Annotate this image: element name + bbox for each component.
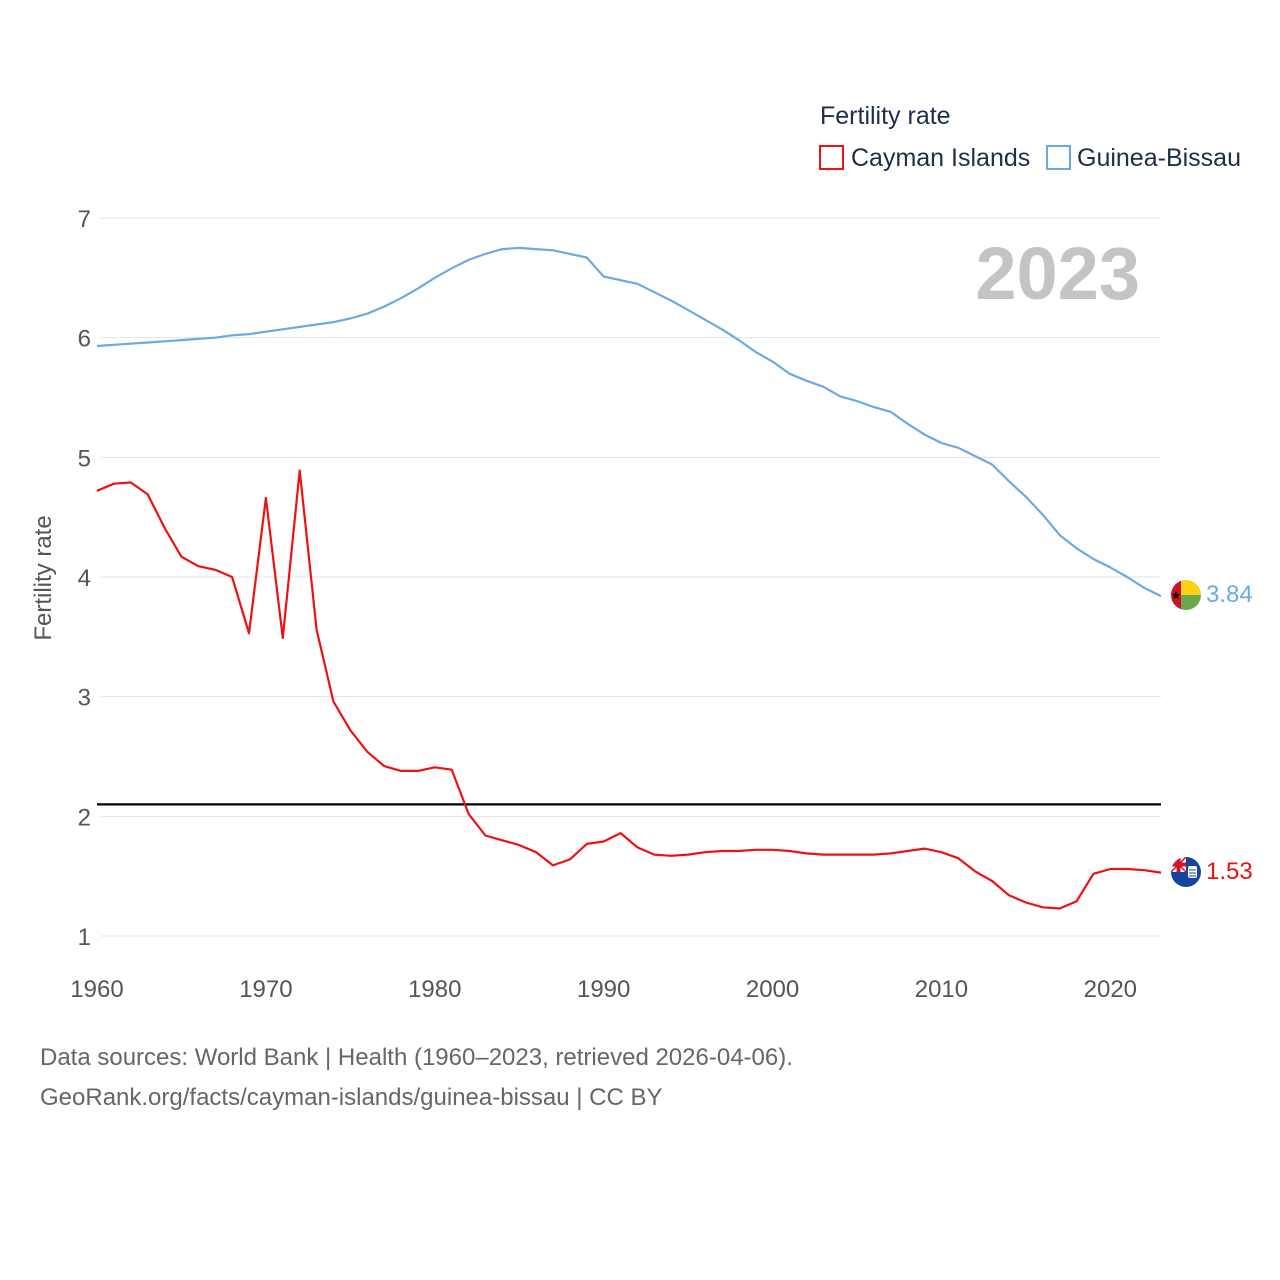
end-label-cayman-islands: 1.53 bbox=[1206, 858, 1253, 885]
x-tick-label-1960: 1960 bbox=[70, 976, 123, 1003]
footer-link[interactable]: GeoRank.org/facts/cayman-islands/guinea-… bbox=[40, 1084, 663, 1111]
y-tick-label-6: 6 bbox=[78, 326, 91, 353]
footer-source: Data sources: World Bank | Health (1960–… bbox=[40, 1044, 793, 1071]
legend-swatch-guinea-bissau[interactable] bbox=[1046, 145, 1071, 170]
legend-title: Fertility rate bbox=[820, 102, 951, 130]
cayman-islands-flag-icon bbox=[1171, 857, 1201, 887]
end-label-guinea-bissau: 3.84 bbox=[1206, 581, 1253, 608]
x-tick-label-2010: 2010 bbox=[915, 976, 968, 1003]
x-tick-label-2000: 2000 bbox=[746, 976, 799, 1003]
y-tick-label-5: 5 bbox=[78, 445, 91, 472]
grid-lines bbox=[101, 217, 1161, 937]
legend: Fertility rate Cayman Islands Guinea-Bis… bbox=[819, 102, 1241, 172]
series-group bbox=[96, 246, 1162, 910]
axis-ticks: 1 2 3 4 5 6 7 1960 1970 1980 1990 2000 2010 2020 bbox=[70, 206, 1137, 1003]
series-line-cayman-islands bbox=[96, 469, 1162, 910]
y-axis-label: Fertility rate bbox=[30, 515, 57, 640]
y-tick-label-3: 3 bbox=[78, 685, 91, 712]
y-tick-label-7: 7 bbox=[78, 206, 91, 233]
x-tick-label-1990: 1990 bbox=[577, 976, 630, 1003]
y-tick-label-4: 4 bbox=[78, 565, 91, 592]
x-tick-label-1970: 1970 bbox=[239, 976, 292, 1003]
x-tick-label-1980: 1980 bbox=[408, 976, 461, 1003]
legend-swatch-cayman-islands[interactable] bbox=[819, 145, 844, 170]
chart: 1 2 3 4 5 6 7 1960 1970 1980 1990 2000 2010 2020 2023… bbox=[30, 102, 1253, 1003]
series-line-guinea-bissau bbox=[96, 246, 1162, 598]
y-tick-label-2: 2 bbox=[78, 804, 91, 831]
legend-label-guinea-bissau[interactable]: Guinea-Bissau bbox=[1077, 144, 1241, 172]
guinea-bissau-flag-icon bbox=[1171, 580, 1201, 610]
y-tick-label-1: 1 bbox=[78, 924, 91, 951]
x-tick-label-2020: 2020 bbox=[1084, 976, 1137, 1003]
year-label: 2023 bbox=[975, 232, 1140, 315]
legend-label-cayman-islands[interactable]: Cayman Islands bbox=[851, 144, 1030, 172]
